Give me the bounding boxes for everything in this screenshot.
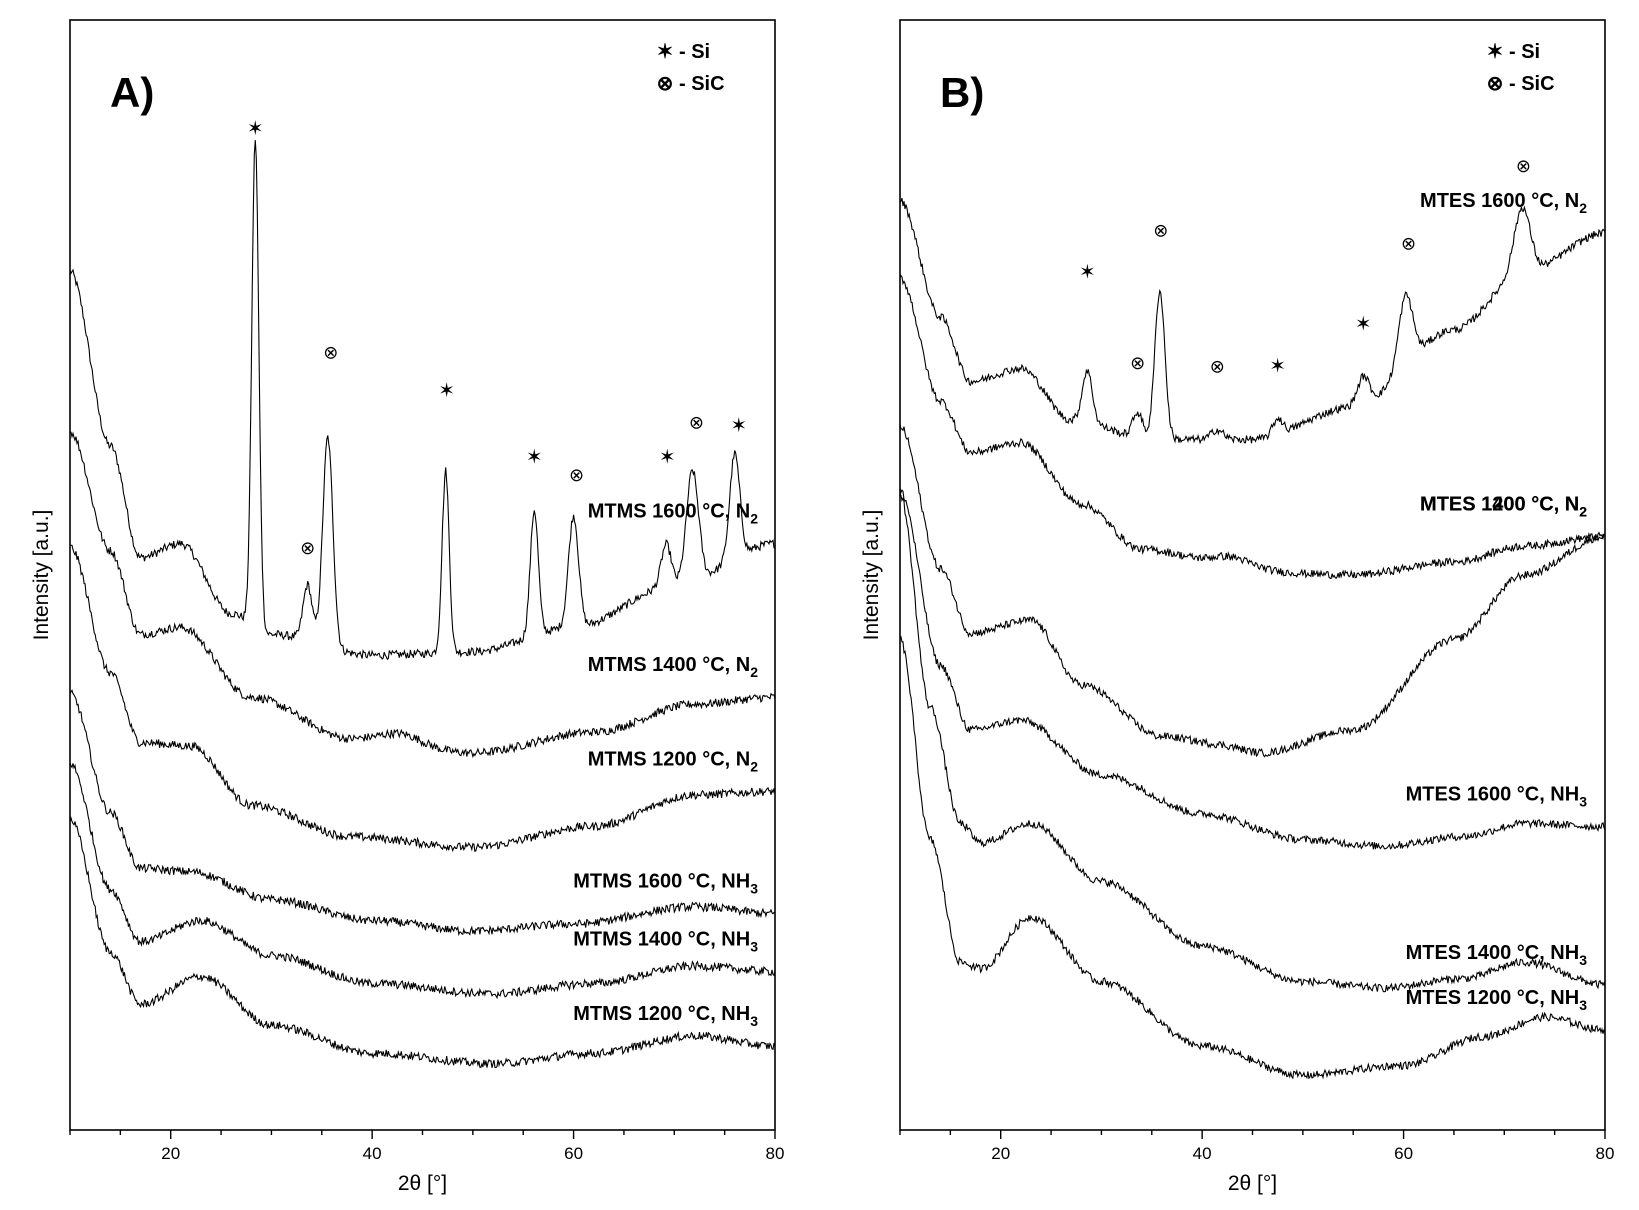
sic-peak-marker-icon: ⊗ (1401, 234, 1416, 255)
sic-peak-marker-icon: ⊗ (1516, 156, 1531, 177)
sic-peak-marker-icon: ⊗ (689, 412, 704, 433)
legend-entry: - Si (1509, 41, 1540, 63)
x-tick-label: 60 (564, 1144, 583, 1163)
series-label: MTMS 1400 °C, N2 (588, 654, 758, 680)
x-tick-label: 60 (1394, 1144, 1413, 1163)
sic-peak-marker-icon: ⊗ (1153, 221, 1168, 242)
series-label: MTES 1200 °C, NH3 (1406, 987, 1588, 1013)
sic-peak-marker-icon: ⊗ (1210, 356, 1225, 377)
series-label: MTES 1600 °C, NH3 (1406, 784, 1588, 810)
x-axis-title: 2θ [°] (398, 1172, 447, 1195)
series-trace (69, 544, 776, 853)
series-trace (899, 493, 1606, 993)
series-trace (69, 140, 776, 661)
series-trace (69, 431, 776, 759)
si-peak-marker-icon: ✶ (1269, 353, 1286, 377)
sic-peak-marker-icon: ⊗ (1130, 353, 1145, 374)
legend-entry: - SiC (679, 73, 725, 95)
legend-entry: - SiC (1509, 73, 1555, 95)
series-label: MTES 1200 °C, N2 (1420, 493, 1587, 519)
legend-si-icon: ✶ (657, 41, 674, 63)
si-peak-marker-icon: ✶ (659, 444, 676, 468)
series-trace (69, 689, 776, 937)
x-tick-label: 80 (766, 1144, 785, 1163)
si-peak-marker-icon: ✶ (526, 444, 543, 468)
series-label: MTES 1400 °C, NH3 (1406, 942, 1588, 968)
x-axis-title: 2θ [°] (1228, 1172, 1277, 1195)
x-tick-label: 20 (161, 1144, 180, 1163)
si-peak-marker-icon: ✶ (247, 116, 264, 140)
si-peak-marker-icon: ✶ (438, 378, 455, 402)
panel-label: A) (110, 69, 154, 116)
series-trace (899, 274, 1606, 580)
si-peak-marker-icon: ✶ (1355, 311, 1372, 335)
y-axis-title: Intensity [a.u.] (30, 510, 53, 641)
panel-label: B) (940, 69, 984, 116)
legend-sic-icon: ⊗ (657, 73, 674, 95)
series-trace (69, 816, 776, 1069)
legend-sic-icon: ⊗ (1487, 73, 1504, 95)
x-tick-label: 40 (1193, 1144, 1212, 1163)
x-tick-label: 20 (991, 1144, 1010, 1163)
series-label: MTES 1400 °C, N2 (1420, 493, 1587, 519)
series-trace (899, 487, 1606, 850)
si-peak-marker-icon: ✶ (1079, 260, 1096, 284)
x-tick-label: 40 (363, 1144, 382, 1163)
series-label: MTMS 1200 °C, N2 (588, 748, 758, 774)
series-label: MTMS 1200 °C, NH3 (573, 1003, 758, 1029)
legend-entry: - Si (679, 41, 710, 63)
x-tick-label: 80 (1596, 1144, 1615, 1163)
sic-peak-marker-icon: ⊗ (300, 538, 315, 559)
series-label: MTMS 1400 °C, NH3 (573, 929, 758, 955)
sic-peak-marker-icon: ⊗ (569, 465, 584, 486)
series-label: MTES 1600 °C, N2 (1420, 190, 1587, 216)
plot-frame (69, 19, 776, 1131)
series-trace (899, 635, 1606, 1080)
series-label: MTMS 1600 °C, N2 (588, 501, 758, 527)
series-trace (899, 424, 1606, 758)
sic-peak-marker-icon: ⊗ (323, 343, 338, 364)
si-peak-marker-icon: ✶ (730, 413, 747, 437)
y-axis-title: Intensity [a.u.] (860, 510, 883, 641)
series-label: MTMS 1600 °C, NH3 (573, 871, 758, 897)
series-trace (899, 197, 1606, 445)
series-trace (69, 762, 776, 1000)
legend-si-icon: ✶ (1487, 41, 1504, 63)
